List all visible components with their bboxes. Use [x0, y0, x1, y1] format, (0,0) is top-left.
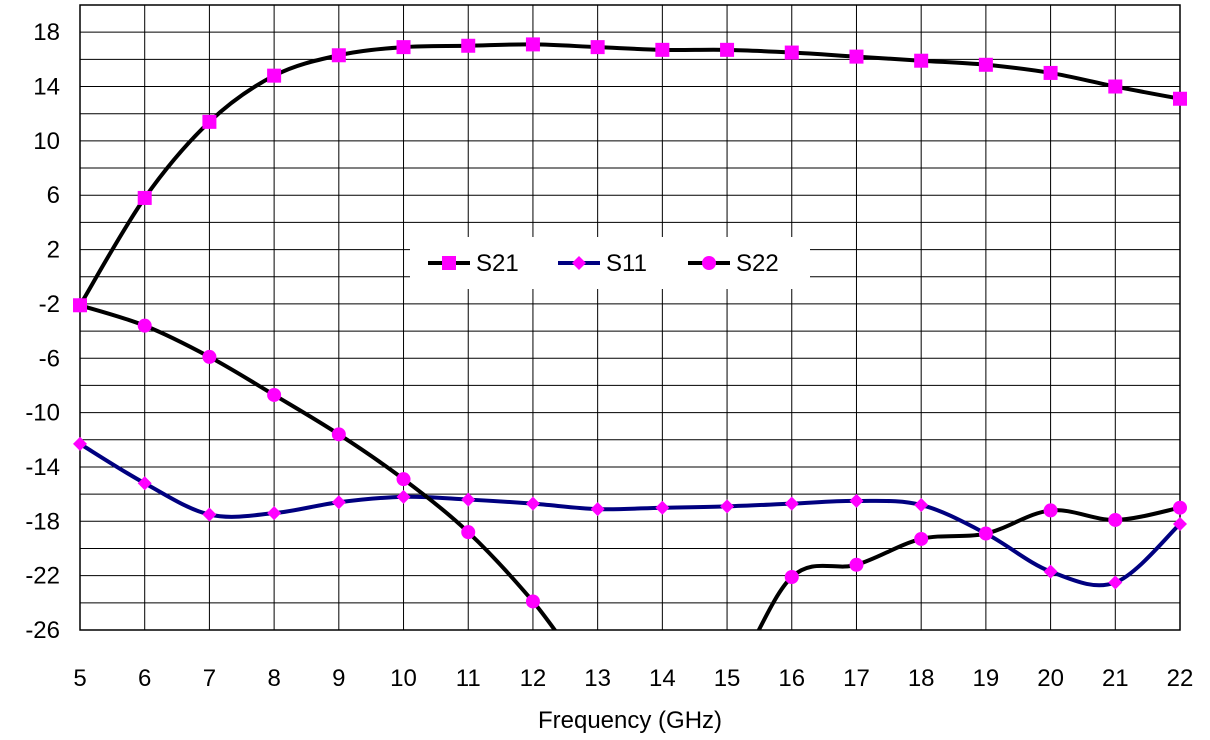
legend-marker-s22	[702, 256, 716, 270]
data-point-s11	[590, 502, 605, 517]
data-point-s22	[914, 531, 929, 546]
y-tick-label: 18	[33, 19, 60, 46]
data-point-s22	[849, 557, 864, 572]
y-axis: 18 14 10 6 2 -2 -6 -10 -14 -18 -22 -26	[25, 19, 60, 644]
y-tick-label: -6	[39, 345, 60, 372]
data-point-s22	[137, 318, 152, 333]
data-point-s21	[267, 68, 282, 83]
y-tick-label: -18	[25, 508, 60, 535]
y-tick-label: 14	[33, 74, 60, 101]
x-tick-label: 16	[778, 665, 805, 692]
x-tick-label: 9	[332, 665, 345, 692]
x-tick-label: 15	[714, 665, 741, 692]
data-point-s21	[331, 48, 346, 63]
x-tick-label: 6	[138, 665, 151, 692]
data-point-s11	[1043, 564, 1058, 579]
x-tick-label: 13	[584, 665, 611, 692]
data-point-s11	[461, 492, 476, 507]
data-point-s11	[202, 507, 217, 522]
x-tick-label: 20	[1037, 665, 1064, 692]
x-tick-label: 8	[267, 665, 280, 692]
data-point-s21	[1043, 65, 1058, 80]
x-axis: 5 6 7 8 9 10 11 12 13 14 15 16 17 18 19 20 21 22	[73, 665, 1193, 692]
y-tick-label: -14	[25, 454, 60, 481]
data-point-s22	[202, 349, 217, 364]
data-point-s21	[1108, 79, 1123, 94]
data-point-s22	[331, 427, 346, 442]
x-tick-label: 11	[456, 665, 481, 692]
y-tick-label: -2	[39, 291, 60, 318]
data-point-s22	[73, 298, 87, 313]
data-point-s11	[720, 499, 735, 514]
plot-background	[80, 5, 1180, 630]
data-point-s11	[525, 496, 540, 511]
x-tick-label: 17	[843, 665, 870, 692]
data-point-s21	[978, 57, 993, 72]
data-point-s21	[202, 114, 217, 129]
x-tick-label: 18	[908, 665, 935, 692]
data-point-s21	[461, 38, 476, 53]
data-point-s22	[396, 472, 411, 487]
data-point-s11	[73, 436, 87, 451]
data-point-s22	[1108, 512, 1123, 527]
data-point-s22	[1043, 503, 1058, 518]
y-tick-label: 10	[33, 128, 60, 155]
x-tick-label: 21	[1102, 665, 1129, 692]
data-point-s21	[655, 42, 670, 57]
data-point-s22	[1173, 500, 1187, 515]
data-point-s21	[590, 40, 605, 55]
grid	[79, 4, 1181, 631]
legend-box	[410, 237, 810, 289]
legend-label-s21: S21	[476, 250, 519, 277]
data-point-s11	[784, 496, 799, 511]
y-tick-label: 6	[47, 182, 60, 209]
data-point-s11	[849, 493, 864, 508]
data-point-s21	[784, 45, 799, 60]
legend-label-s11: S11	[606, 250, 647, 277]
series-markers	[73, 37, 1187, 609]
legend: S21 S11 S22	[410, 237, 810, 289]
legend-marker-s11	[572, 256, 586, 270]
data-point-s11	[914, 498, 929, 512]
y-tick-label: -10	[25, 400, 60, 427]
data-point-s11	[396, 489, 411, 504]
data-point-s21	[849, 49, 864, 64]
data-point-s21	[525, 37, 540, 52]
data-point-s21	[914, 53, 929, 68]
data-point-s11	[655, 500, 670, 515]
data-point-s21	[396, 40, 411, 55]
x-tick-label: 5	[73, 665, 86, 692]
data-point-s21	[720, 42, 735, 57]
legend-marker-s21	[442, 256, 456, 270]
x-tick-label: 7	[203, 665, 216, 692]
data-point-s11	[1173, 517, 1187, 532]
plot-frame	[79, 4, 1181, 631]
y-tick-label: -22	[25, 563, 60, 590]
data-point-s11	[267, 506, 282, 521]
y-tick-label: -26	[25, 617, 60, 644]
data-point-s22	[784, 570, 799, 585]
x-tick-label: 14	[649, 665, 676, 692]
data-point-s11	[1108, 575, 1123, 590]
x-tick-label: 10	[390, 665, 417, 692]
data-point-s22	[525, 594, 540, 609]
x-axis-title: Frequency (GHz)	[538, 707, 722, 734]
data-point-s21	[1173, 91, 1187, 106]
x-tick-label: 22	[1167, 665, 1194, 692]
data-point-s22	[978, 526, 993, 541]
data-point-s22	[267, 387, 282, 402]
x-tick-label: 12	[520, 665, 547, 692]
x-tick-label: 19	[973, 665, 1000, 692]
data-point-s11	[137, 476, 152, 491]
y-tick-label: 2	[47, 237, 60, 264]
data-point-s11	[331, 495, 346, 510]
legend-label-s22: S22	[736, 250, 779, 277]
data-point-s21	[137, 190, 152, 205]
data-point-s22	[461, 525, 476, 540]
